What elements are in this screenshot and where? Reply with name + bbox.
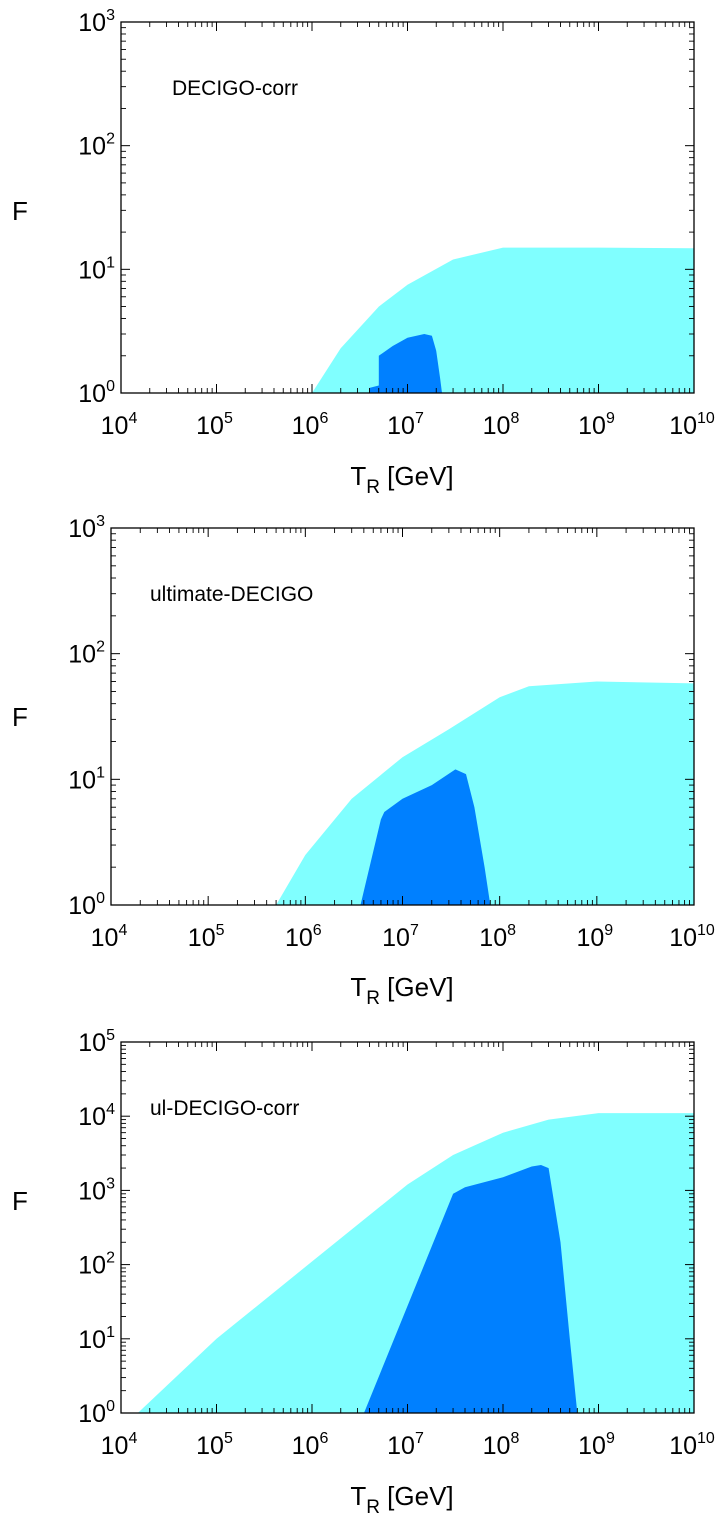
- panel-3: 104 105 106 107 108 109 1010 100 101 102 103 104 105…: [12, 1027, 715, 1518]
- y-axis-title: F: [12, 196, 28, 226]
- panel-2: 104 105 106 107 108 109 1010 100 101 102 103 ultima…: [12, 513, 715, 1009]
- y-tick-label: 105: [78, 1027, 115, 1057]
- x-tick-label: 109: [576, 922, 613, 952]
- x-tick-label: 106: [292, 410, 329, 440]
- x-tick-label: 108: [479, 922, 516, 952]
- y-tick-label: 100: [78, 1398, 115, 1428]
- dark-region-2: [360, 769, 491, 905]
- x-tick-label: 106: [292, 1430, 329, 1460]
- x-tick-label: 104: [101, 1430, 138, 1460]
- x-tick-label: 105: [196, 1430, 233, 1460]
- x-tick-label: 107: [382, 922, 419, 952]
- chart-annotation: ultimate-DECIGO: [150, 583, 313, 606]
- x-tick-label: 1010: [669, 410, 715, 440]
- y-tick-label: 102: [68, 639, 105, 669]
- y-tick-label: 101: [78, 254, 115, 284]
- y-tick-label: 101: [68, 764, 105, 794]
- x-tick-label: 108: [483, 410, 520, 440]
- x-tick-label: 104: [101, 410, 138, 440]
- x-tick-label: 107: [387, 1430, 424, 1460]
- y-tick-label: 102: [78, 1250, 115, 1280]
- x-tick-label: 108: [483, 1430, 520, 1460]
- chart-annotation: DECIGO-corr: [172, 77, 298, 100]
- x-axis-title: TR [GeV]: [350, 1481, 453, 1518]
- y-tick-label: 103: [78, 1175, 115, 1205]
- y-axis-title: F: [12, 702, 28, 732]
- y-tick-label: 104: [78, 1101, 115, 1131]
- x-tick-label: 107: [387, 410, 424, 440]
- chart-annotation: ul-DECIGO-corr: [150, 1097, 299, 1120]
- dark-region-1: [369, 334, 442, 393]
- x-tick-label: 109: [578, 1430, 615, 1460]
- x-tick-label: 104: [91, 922, 128, 952]
- x-axis-title: TR [GeV]: [350, 972, 453, 1009]
- y-tick-label: 100: [78, 378, 115, 408]
- y-tick-label: 100: [68, 890, 105, 920]
- x-tick-label: 109: [578, 410, 615, 440]
- y-tick-label: 101: [78, 1324, 115, 1354]
- light-region-1: [312, 247, 694, 393]
- y-tick-label: 102: [78, 131, 115, 161]
- y-axis-title: F: [12, 1186, 28, 1216]
- x-tick-label: 1010: [669, 1430, 715, 1460]
- x-tick-label: 105: [196, 410, 233, 440]
- panel-1: 104 105 106 107 108 109 1010 100 101 102 103 DECIGO…: [12, 7, 715, 498]
- x-axis-title: TR [GeV]: [350, 461, 453, 498]
- x-tick-label: 106: [285, 922, 322, 952]
- y-tick-label: 103: [78, 7, 115, 37]
- y-tick-label: 103: [68, 513, 105, 543]
- x-tick-label: 1010: [669, 922, 715, 952]
- x-tick-label: 105: [188, 922, 225, 952]
- dark-region-3: [364, 1165, 578, 1413]
